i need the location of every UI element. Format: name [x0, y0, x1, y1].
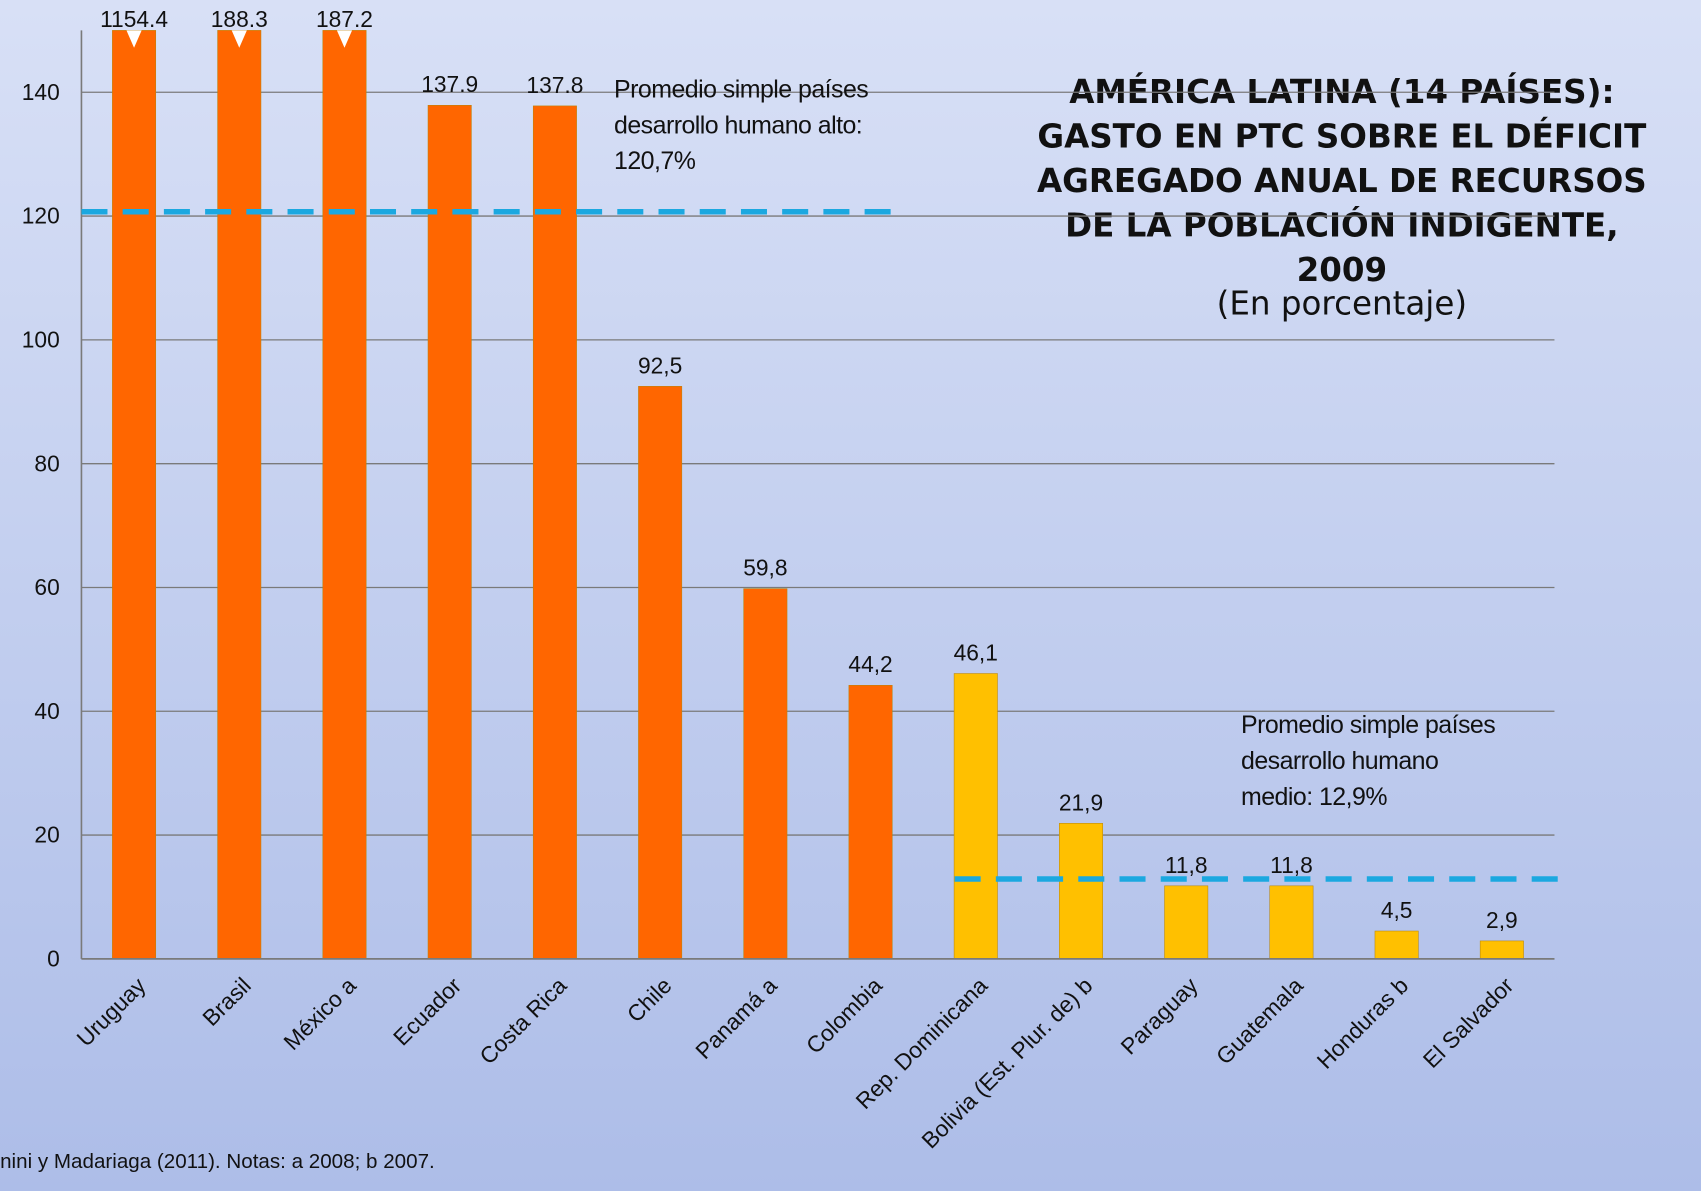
y-tick-label: 40 [34, 698, 59, 724]
x-tick-label: Brasil [197, 972, 256, 1031]
value-label: 59,8 [743, 555, 787, 581]
y-tick-label: 100 [22, 326, 60, 352]
value-label: 92,5 [638, 352, 682, 378]
y-tick-label: 20 [34, 822, 59, 848]
x-tick-label: Paraguay [1115, 972, 1203, 1060]
y-tick-label: 120 [22, 203, 60, 229]
footnote: nini y Madariaga (2011). Notas: a 2008; … [0, 1150, 435, 1173]
value-label: 1154.4 [100, 6, 168, 32]
y-tick-label: 80 [34, 450, 59, 476]
value-label: 187.2 [316, 6, 373, 32]
chart-title: DE LA POBLACIÓN INDIGENTE, [1065, 205, 1619, 244]
chart-title: GASTO EN PTC SOBRE EL DÉFICIT [1037, 118, 1647, 156]
x-tick-label: México a [278, 972, 361, 1055]
value-label: 137.8 [526, 72, 583, 98]
bar [1479, 940, 1524, 960]
annotation: desarrollo humano alto: [614, 111, 862, 139]
chart-title: 2009 [1297, 251, 1388, 289]
x-tick-label: El Salvador [1418, 972, 1519, 1073]
chart-subtitle: (En porcentaje) [1217, 285, 1467, 323]
value-label: 2,9 [1486, 907, 1518, 933]
x-tick-label: Honduras b [1312, 972, 1414, 1074]
value-label: 11,8 [1270, 852, 1313, 878]
bar [848, 685, 893, 960]
y-tick-label: 0 [47, 945, 60, 971]
bar [638, 386, 683, 960]
value-label: 137.9 [421, 71, 478, 97]
bar [427, 104, 472, 960]
value-label: 188.3 [211, 6, 268, 32]
bar [1374, 930, 1419, 960]
annotation: medio: 12,9% [1241, 783, 1387, 811]
x-tick-label: Colombia [801, 972, 888, 1059]
y-tick-label: 140 [22, 79, 60, 105]
annotation: 120,7% [614, 147, 696, 175]
bar [217, 30, 262, 960]
x-tick-label: Ecuador [388, 972, 467, 1051]
axis-break [126, 30, 142, 48]
bar [1164, 885, 1209, 960]
value-label: 4,5 [1381, 897, 1413, 923]
x-tick-label: Chile [622, 972, 677, 1027]
x-tick-label: Uruguay [71, 972, 151, 1052]
x-tick-label: Costa Rica [474, 972, 571, 1069]
annotation: desarrollo humano [1241, 747, 1438, 775]
value-label: 11,8 [1165, 852, 1208, 878]
value-label: 21,9 [1059, 789, 1103, 815]
annotation: Promedio simple países [614, 76, 868, 104]
bar [532, 105, 577, 960]
bar [743, 588, 788, 960]
y-tick-label: 60 [34, 574, 59, 600]
x-tick-label: Panamá a [690, 972, 782, 1064]
x-tick-label: Guatemala [1211, 972, 1308, 1069]
axis-break [336, 30, 353, 48]
bar [953, 673, 998, 960]
value-label: 46,1 [954, 639, 998, 665]
bar [1059, 823, 1103, 960]
chart-title: AGREGADO ANUAL DE RECURSOS [1037, 162, 1647, 200]
value-label: 44,2 [848, 651, 892, 677]
bar [112, 30, 157, 960]
bar [1269, 885, 1314, 960]
axis-break [231, 30, 247, 48]
bar [322, 30, 367, 960]
x-tick-label: Bolivia (Est. Plur. de) b [916, 972, 1097, 1153]
annotation: Promedio simple países [1241, 711, 1495, 739]
